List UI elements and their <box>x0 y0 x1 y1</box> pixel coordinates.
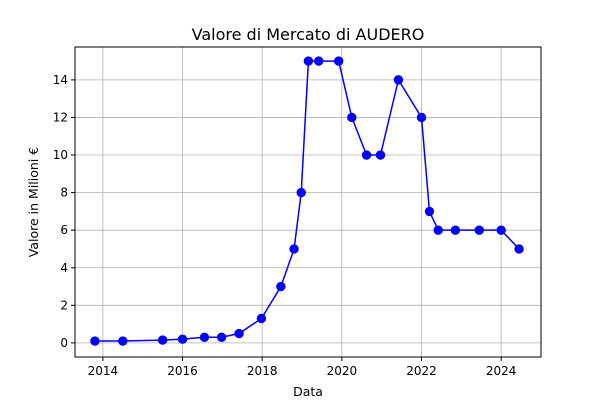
y-tick-label: 10 <box>53 148 68 162</box>
data-point <box>199 332 210 342</box>
data-point <box>416 112 427 123</box>
x-tick-label: 2018 <box>247 364 278 378</box>
data-point <box>118 336 128 346</box>
data-point <box>424 206 435 217</box>
y-tick-label: 12 <box>53 110 68 124</box>
x-tick-label: 2014 <box>88 364 119 378</box>
x-tick-label: 2022 <box>406 364 437 378</box>
y-tick-label: 14 <box>53 73 68 87</box>
data-point <box>314 56 324 66</box>
y-tick-label: 8 <box>60 186 68 200</box>
data-point <box>234 328 244 339</box>
axis-ticks: 2014 2016 2018 2020 2022 2024 0 2 4 6 8 10 12 14 <box>53 73 517 378</box>
data-point <box>289 244 299 254</box>
data-point <box>303 56 314 66</box>
data-point <box>474 225 484 235</box>
data-point <box>157 335 168 345</box>
data-point <box>296 187 306 198</box>
data-point <box>393 75 404 85</box>
data-point <box>496 225 506 235</box>
y-tick-label: 6 <box>60 223 68 237</box>
data-point <box>450 225 461 235</box>
data-point <box>347 112 357 123</box>
data-point <box>433 225 443 235</box>
data-point <box>216 332 227 342</box>
data-point <box>514 244 524 254</box>
data-point <box>333 56 344 66</box>
y-tick-label: 4 <box>60 261 68 275</box>
y-axis-label: Valore in Milioni € <box>26 147 41 257</box>
data-point <box>256 313 267 324</box>
y-tick-label: 2 <box>60 298 68 312</box>
series-layer <box>90 56 524 346</box>
plot-frame <box>74 46 542 358</box>
data-point <box>361 150 372 160</box>
y-tick-label: 0 <box>60 336 68 350</box>
data-point <box>177 334 188 344</box>
chart-title: Valore di Mercato di AUDERO <box>192 25 425 44</box>
data-point <box>375 150 386 160</box>
data-point <box>276 281 286 292</box>
x-axis-label: Data <box>293 384 323 399</box>
x-tick-label: 2024 <box>486 364 517 378</box>
x-tick-label: 2020 <box>327 364 358 378</box>
x-tick-label: 2016 <box>167 364 198 378</box>
data-point <box>90 336 100 346</box>
